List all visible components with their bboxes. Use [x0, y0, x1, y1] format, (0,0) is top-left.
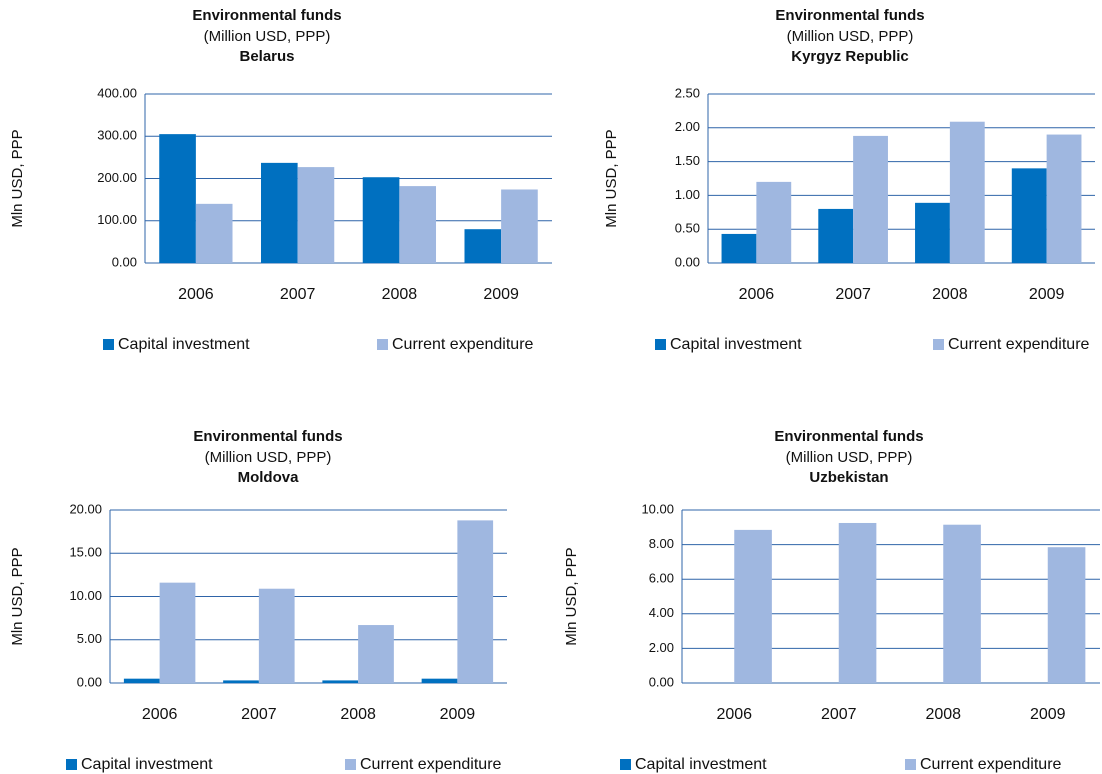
bar [123, 678, 160, 683]
chart-title: Environmental funds [774, 428, 923, 445]
legend-label: Capital investment [118, 336, 250, 353]
y-tick-label: 15.00 [69, 545, 102, 560]
y-tick-label: 0.00 [649, 674, 674, 689]
chart-subtitle: (Million USD, PPP) [787, 28, 914, 45]
chart-region: Uzbekistan [809, 469, 888, 486]
y-tick-label: 1.00 [675, 187, 700, 202]
legend-label: Current expenditure [392, 336, 534, 353]
bar [949, 121, 985, 263]
y-tick-label: 0.50 [675, 221, 700, 236]
y-axis-label: Mln USD, PPP [563, 547, 580, 645]
legend-label: Capital investment [670, 336, 802, 353]
bar [943, 524, 981, 683]
bar [1046, 134, 1082, 263]
legend-label: Current expenditure [360, 756, 502, 773]
bar [421, 678, 458, 683]
chart-title: Environmental funds [193, 428, 342, 445]
y-tick-label: 200.00 [97, 170, 137, 185]
x-tick-label: 2006 [739, 286, 775, 303]
bar [734, 529, 772, 683]
x-tick-label: 2007 [241, 706, 277, 723]
bar [1011, 168, 1047, 263]
bar [457, 520, 494, 683]
y-tick-label: 8.00 [649, 536, 674, 551]
legend-label: Capital investment [635, 756, 767, 773]
x-tick-label: 2009 [1030, 706, 1066, 723]
bar [915, 202, 950, 263]
chart-title: Environmental funds [192, 7, 341, 24]
chart-region: Belarus [239, 48, 294, 65]
x-tick-label: 2008 [932, 286, 968, 303]
y-tick-label: 0.00 [112, 254, 137, 269]
y-tick-label: 300.00 [97, 128, 137, 143]
x-tick-label: 2007 [835, 286, 871, 303]
bar [464, 229, 502, 263]
x-tick-label: 2008 [382, 286, 418, 303]
bar [818, 208, 854, 263]
y-tick-label: 0.00 [77, 674, 102, 689]
bar [399, 186, 437, 263]
bar [358, 625, 394, 683]
y-tick-label: 0.00 [675, 254, 700, 269]
y-axis-label: Mln USD, PPP [9, 547, 26, 645]
legend-label: Capital investment [81, 756, 213, 773]
y-tick-label: 5.00 [77, 631, 102, 646]
y-tick-label: 6.00 [649, 571, 674, 586]
legend-swatch [377, 339, 388, 350]
x-tick-label: 2008 [925, 706, 961, 723]
y-axis-label: Mln USD, PPP [603, 129, 620, 227]
y-tick-label: 2.00 [675, 119, 700, 134]
x-tick-label: 2009 [1029, 286, 1065, 303]
y-tick-label: 10.00 [69, 588, 102, 603]
bar [501, 189, 538, 263]
legend-swatch [655, 339, 666, 350]
bar [1047, 547, 1086, 683]
y-tick-label: 1.50 [675, 153, 700, 168]
x-tick-label: 2008 [340, 706, 376, 723]
chart-subtitle: (Million USD, PPP) [204, 28, 331, 45]
chart-region: Kyrgyz Republic [791, 48, 909, 65]
x-tick-label: 2009 [483, 286, 519, 303]
legend-swatch [66, 759, 77, 770]
legend-label: Current expenditure [948, 336, 1090, 353]
y-tick-label: 400.00 [97, 85, 137, 100]
bar [159, 582, 196, 683]
legend-swatch [103, 339, 114, 350]
chart-title: Environmental funds [775, 7, 924, 24]
legend-swatch [620, 759, 631, 770]
y-tick-label: 100.00 [97, 212, 137, 227]
y-tick-label: 4.00 [649, 605, 674, 620]
legend-swatch [933, 339, 944, 350]
x-tick-label: 2007 [280, 286, 316, 303]
legend-swatch [905, 759, 916, 770]
chart-subtitle: (Million USD, PPP) [205, 449, 332, 466]
bar [297, 167, 335, 263]
bar [223, 680, 259, 683]
bar [362, 177, 400, 263]
y-tick-label: 2.50 [675, 85, 700, 100]
y-tick-label: 20.00 [69, 501, 102, 516]
bar [721, 233, 757, 263]
legend-swatch [345, 759, 356, 770]
x-tick-label: 2006 [178, 286, 214, 303]
bar [258, 588, 295, 683]
legend-label: Current expenditure [920, 756, 1062, 773]
y-axis-label: Mln USD, PPP [9, 129, 26, 227]
bar [838, 522, 877, 683]
chart-subtitle: (Million USD, PPP) [786, 449, 913, 466]
bar [159, 134, 196, 263]
x-tick-label: 2007 [821, 706, 857, 723]
x-tick-label: 2006 [716, 706, 752, 723]
bar [195, 203, 233, 263]
chart-region: Moldova [238, 469, 299, 486]
x-tick-label: 2009 [440, 706, 476, 723]
bar [260, 162, 298, 263]
y-tick-label: 10.00 [641, 501, 674, 516]
bar [756, 181, 792, 263]
x-tick-label: 2006 [142, 706, 178, 723]
bar [853, 135, 888, 263]
bar [322, 680, 359, 683]
y-tick-label: 2.00 [649, 640, 674, 655]
